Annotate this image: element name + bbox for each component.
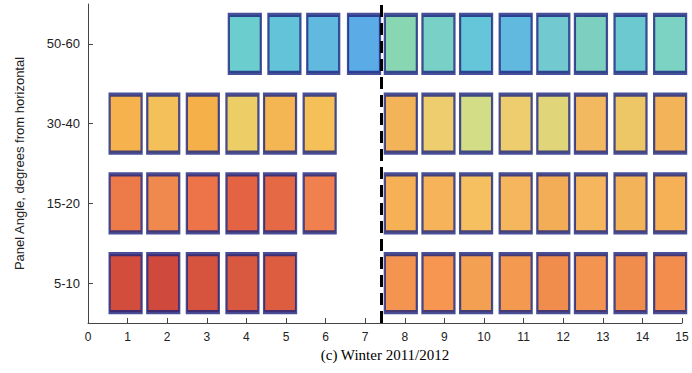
svg-text:6: 6 [322, 330, 329, 344]
svg-text:2: 2 [164, 330, 171, 344]
svg-text:4: 4 [243, 330, 250, 344]
svg-text:7: 7 [362, 330, 369, 344]
svg-text:Panel Angle, degrees from hori: Panel Angle, degrees from horizontal [12, 57, 27, 270]
svg-text:30-40: 30-40 [47, 116, 80, 131]
svg-text:5: 5 [283, 330, 290, 344]
svg-text:9: 9 [441, 330, 448, 344]
svg-text:(c) Winter 2011/2012: (c) Winter 2011/2012 [321, 347, 450, 364]
svg-text:11: 11 [517, 330, 530, 344]
svg-text:5-10: 5-10 [54, 276, 80, 291]
svg-text:13: 13 [596, 330, 610, 344]
svg-text:14: 14 [636, 330, 650, 344]
svg-text:0: 0 [85, 330, 92, 344]
svg-text:15: 15 [675, 330, 689, 344]
svg-text:10: 10 [477, 330, 491, 344]
svg-text:1: 1 [124, 330, 131, 344]
svg-text:3: 3 [203, 330, 210, 344]
svg-text:12: 12 [557, 330, 571, 344]
svg-text:50-60: 50-60 [47, 36, 80, 51]
svg-text:8: 8 [401, 330, 408, 344]
svg-text:15-20: 15-20 [47, 196, 80, 211]
